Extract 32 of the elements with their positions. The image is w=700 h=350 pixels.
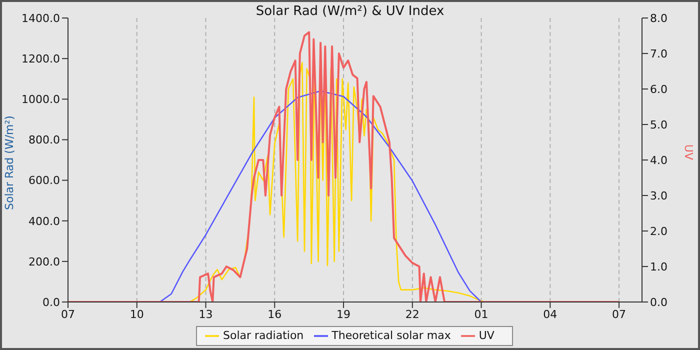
y-tick-label: 800.0 (28, 134, 60, 147)
y-tick-label: 1000.0 (22, 93, 60, 106)
y-tick-label: 600.0 (28, 174, 60, 188)
y-axis-title: Solar Rad (W/m²) (2, 116, 16, 210)
y-tick-label: 0.0 (42, 296, 60, 309)
y2-tick-label: 1.0 (650, 260, 668, 274)
legend-label: UV (478, 329, 494, 342)
y2-tick-label: 4.0 (650, 154, 668, 167)
legend-label: Solar radiation (223, 329, 304, 342)
y2-tick-label: 5.0 (650, 118, 668, 132)
x-tick-label: 13 (198, 308, 213, 321)
x-tick-label: 22 (405, 308, 420, 321)
y2-axis-title: UV (682, 144, 696, 160)
x-tick-label: 19 (336, 308, 351, 321)
x-tick-label: 07 (612, 308, 626, 321)
chart-title: Solar Rad (W/m²) & UV Index (256, 4, 444, 19)
y2-tick-label: 8.0 (650, 12, 668, 25)
y2-tick-label: 7.0 (650, 47, 668, 60)
y-tick-label: 400.0 (28, 214, 60, 228)
y2-tick-label: 3.0 (650, 189, 668, 202)
y2-tick-label: 0.0 (650, 296, 668, 309)
x-tick-label: 07 (61, 308, 75, 321)
y2-tick-label: 2.0 (650, 224, 668, 238)
y2-tick-label: 6.0 (650, 82, 668, 96)
y-tick-label: 1200.0 (22, 52, 60, 66)
x-tick-label: 10 (130, 308, 144, 321)
y-tick-label: 200.0 (28, 255, 60, 268)
x-tick-label: 04 (543, 308, 558, 321)
legend-label: Theoretical solar max (332, 329, 451, 342)
y-tick-label: 1400.0 (22, 12, 60, 25)
x-tick-label: 16 (268, 308, 282, 321)
x-tick-label: 01 (474, 308, 488, 321)
